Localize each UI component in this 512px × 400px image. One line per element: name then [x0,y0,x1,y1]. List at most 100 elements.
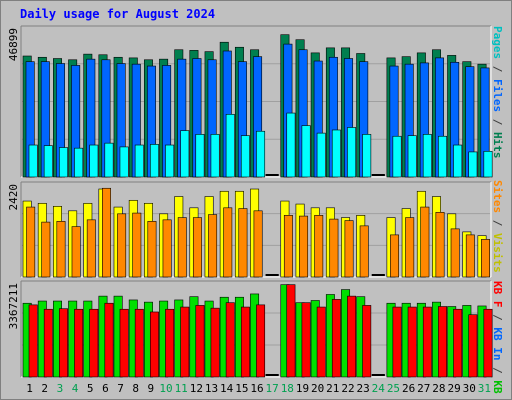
legend-entry: / [491,59,504,79]
bar-sites-19 [299,215,309,278]
x-tick-label: 29 [447,382,460,395]
x-tick-label: 12 [190,382,203,395]
bar-kb-f-30 [468,314,478,378]
bar-sites-12 [192,217,202,278]
bar-kb-f-14 [225,302,235,378]
bar-kb-f-7 [119,308,129,378]
bar-pages-15 [240,135,250,178]
bar-kb-f-8 [134,308,144,378]
bar-kb-f-18 [286,284,296,378]
legend-entry: KB Out [491,380,504,400]
bar-sites-31 [481,239,490,278]
bar-pages-25 [392,135,402,178]
legend-requests: Pages / Files / Hits [491,26,504,159]
bar-sites-15 [238,208,248,278]
bar-sites-23 [359,225,369,278]
bar-pages-1 [28,144,38,178]
x-tick-label: 8 [132,382,139,395]
bar-pages-3 [59,147,68,178]
x-tick-label: 23 [357,382,370,395]
bar-pages-14 [225,114,235,178]
x-tick-label: 31 [478,382,491,395]
legend-entry: KB In [491,327,504,360]
bar-sites-9 [147,221,157,278]
bar-sites-3 [56,221,66,278]
bar-sites-13 [208,214,218,278]
series-sites [26,187,490,278]
bar-pages-4 [74,147,84,178]
bar-kb-f-29 [453,308,463,378]
bar-kb-f-26 [407,306,417,378]
bar-kb-f-11 [180,306,190,378]
series-kb-f [28,284,493,378]
bar-pages-16 [256,130,266,178]
legend-traffic: KB F / KB In / KB Out [491,281,504,400]
bar-kb-f-23 [362,305,372,378]
bar-kb-f-28 [438,306,447,378]
series-pages [28,112,493,178]
legend-entry: / [491,112,504,132]
bar-sites-30 [465,234,475,278]
bar-pages-10 [165,144,175,178]
bar-sites-28 [435,212,445,278]
bar-sites-5 [86,219,96,278]
bar-sites-4 [71,226,81,278]
bar-sites-21 [329,218,339,278]
bar-kb-f-21 [331,299,341,378]
bar-sites-22 [344,220,354,278]
bar-kb-f-19 [301,302,311,378]
bar-empty-day [371,374,385,376]
bar-kb-f-16 [256,304,266,378]
bar-kb-f-13 [210,307,220,378]
x-tick-label: 10 [159,382,172,395]
bar-sites-11 [177,217,187,278]
bar-pages-20 [316,132,326,178]
bar-pages-7 [119,146,129,178]
bar-kb-f-22 [347,295,357,378]
bar-pages-6 [104,142,114,178]
legend-entry: Visits [491,233,504,273]
x-tick-label: 28 [432,382,445,395]
bar-pages-2 [43,145,53,178]
bar-empty-day [371,174,385,176]
x-tick-label: 14 [220,382,234,395]
panel-visits: 2420 [7,181,492,278]
bar-empty-day [371,274,385,276]
x-tick-label: 6 [102,382,109,395]
bar-pages-29 [453,144,463,178]
bar-kb-f-20 [316,306,326,378]
legend-entry: Sites [491,180,504,213]
bar-sites-1 [26,206,36,278]
bar-sites-10 [162,219,172,278]
x-tick-label: 5 [87,382,94,395]
legend-entry: / [491,308,504,328]
bar-sites-2 [41,221,51,278]
x-tick-label: 3 [57,382,64,395]
x-tick-label: 1 [26,382,33,395]
bar-kb-f-2 [43,308,53,378]
x-tick-label: 13 [205,382,218,395]
bar-pages-21 [331,129,341,178]
legend-entry: Files [491,79,504,112]
x-tick-label: 9 [148,382,155,395]
x-tick-label: 25 [387,382,400,395]
bar-kb-f-3 [59,308,68,378]
bar-sites-26 [405,217,415,278]
bar-kb-f-1 [28,304,38,378]
bar-sites-29 [450,228,460,278]
bar-pages-13 [210,134,220,178]
bar-kb-f-27 [422,306,432,378]
bar-pages-23 [362,134,372,178]
bar-sites-7 [117,213,127,278]
bar-kb-f-31 [483,308,493,378]
bar-sites-27 [420,206,430,278]
bar-sites-8 [132,212,142,278]
bar-pages-26 [407,135,417,178]
bar-pages-22 [347,127,357,178]
legend-entry: / [491,361,504,381]
x-tick-label: 7 [117,382,124,395]
series-kb-out [22,284,487,378]
x-tick-label: 4 [72,382,79,395]
bar-kb-f-12 [195,305,205,378]
